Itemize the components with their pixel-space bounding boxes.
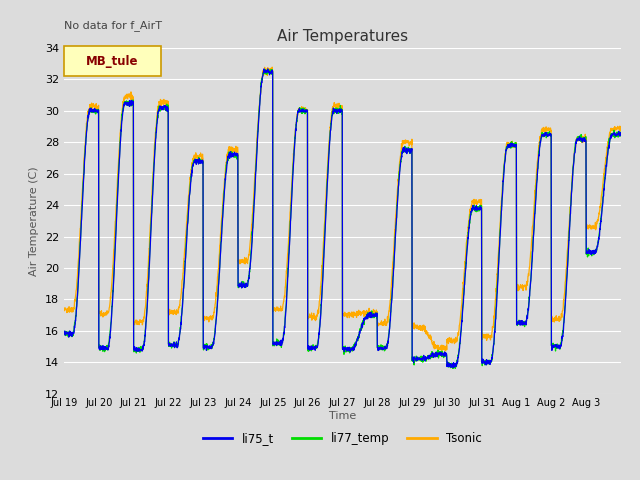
li77_temp <box>449 366 456 372</box>
Tsonic <box>376 322 384 328</box>
li77_temp <box>376 344 384 349</box>
Tsonic <box>268 64 276 70</box>
li77_temp <box>511 140 518 146</box>
li75_t <box>260 66 268 72</box>
Legend: li75_t, li77_temp, Tsonic: li75_t, li77_temp, Tsonic <box>198 428 486 450</box>
Text: No data for f_AirT: No data for f_AirT <box>64 20 162 31</box>
li75_t <box>542 132 550 138</box>
Tsonic <box>236 258 244 264</box>
li75_t <box>236 281 244 287</box>
li75_t <box>60 329 68 335</box>
li77_temp <box>609 130 617 136</box>
Tsonic <box>511 142 518 147</box>
Tsonic <box>617 128 625 133</box>
Title: Air Temperatures: Air Temperatures <box>277 29 408 44</box>
li75_t <box>450 365 458 371</box>
Line: Tsonic: Tsonic <box>64 67 621 352</box>
Text: MB_tule: MB_tule <box>86 55 139 68</box>
Line: li75_t: li75_t <box>64 69 621 368</box>
li77_temp <box>236 282 244 288</box>
Tsonic <box>60 306 68 312</box>
li77_temp <box>60 330 68 336</box>
X-axis label: Time: Time <box>329 411 356 421</box>
Line: li77_temp: li77_temp <box>64 70 621 369</box>
Tsonic <box>609 128 617 133</box>
Tsonic <box>438 349 445 355</box>
li77_temp <box>542 132 550 138</box>
Tsonic <box>116 140 124 145</box>
li75_t <box>376 346 384 351</box>
FancyBboxPatch shape <box>64 46 161 76</box>
Y-axis label: Air Temperature (C): Air Temperature (C) <box>29 166 39 276</box>
li75_t <box>511 144 518 150</box>
li75_t <box>609 131 617 137</box>
Tsonic <box>542 129 550 134</box>
li77_temp <box>617 129 625 135</box>
li75_t <box>617 132 625 137</box>
li77_temp <box>268 67 275 72</box>
li75_t <box>116 154 124 160</box>
li77_temp <box>116 151 124 156</box>
